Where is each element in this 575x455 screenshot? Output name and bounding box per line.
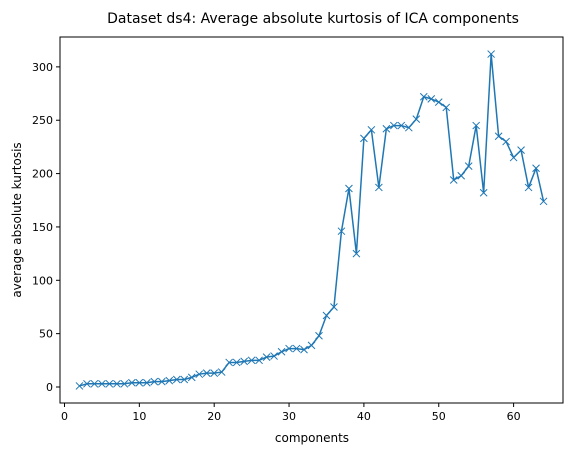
data-point [217, 368, 226, 376]
series-line [79, 53, 545, 387]
data-point [367, 125, 376, 134]
data-point [142, 378, 151, 387]
data-point [449, 176, 458, 184]
y-tick-label: 200 [32, 168, 53, 181]
x-tick-label: 10 [132, 410, 146, 423]
y-tick-label: 300 [32, 61, 53, 74]
data-point [157, 377, 166, 386]
data-point [292, 344, 301, 353]
data-point [300, 345, 308, 354]
data-point [502, 137, 510, 146]
data-point [337, 227, 346, 236]
data-point [457, 171, 466, 180]
data-point [322, 311, 331, 320]
data-point [494, 132, 503, 141]
data-point [232, 358, 241, 367]
data-point [464, 162, 473, 170]
data-point [397, 121, 406, 130]
data-point [524, 183, 533, 192]
data-point [509, 153, 518, 162]
data-point [225, 358, 234, 367]
y-tick-label: 50 [39, 328, 53, 341]
y-tick-label: 100 [32, 274, 53, 287]
data-point [247, 356, 256, 365]
data-point [165, 376, 174, 385]
data-point [202, 369, 211, 377]
data-point [240, 357, 248, 366]
y-tick-label: 150 [32, 221, 53, 234]
data-point [105, 379, 114, 388]
data-point [389, 121, 398, 130]
data-point [487, 50, 495, 58]
data-point [135, 378, 144, 387]
data-point [479, 188, 488, 197]
data-point [539, 197, 548, 206]
data-point [375, 183, 383, 192]
data-point [412, 115, 421, 124]
x-tick-label: 60 [507, 410, 521, 423]
x-tick-label: 20 [207, 410, 221, 423]
data-point [255, 356, 263, 365]
data-point [352, 249, 361, 258]
x-tick-label: 50 [432, 410, 446, 423]
data-point [98, 379, 106, 388]
data-point [345, 184, 353, 193]
data-point [113, 379, 121, 388]
data-point [330, 303, 338, 311]
y-axis-ticks: 0 50 100 150 200 250 300 [32, 61, 60, 394]
data-point [128, 378, 136, 387]
data-point [427, 95, 436, 103]
data-point [434, 98, 443, 106]
data-point [150, 377, 159, 386]
data-point [532, 164, 540, 173]
y-tick-label: 250 [32, 114, 53, 127]
data-point [187, 373, 196, 382]
data-point [210, 369, 219, 377]
plot-area [59, 36, 564, 404]
chart-title: Dataset ds4: Average absolute kurtosis o… [107, 11, 519, 27]
data-point [315, 331, 323, 340]
data-point [404, 123, 413, 132]
y-axis-label: average absolute kurtosis [10, 142, 24, 297]
data-point [442, 103, 451, 112]
data-point [277, 347, 286, 356]
data-point [75, 382, 84, 390]
data-point [419, 92, 428, 101]
data-point [517, 146, 525, 154]
data-point [472, 121, 481, 130]
data-point [360, 134, 368, 143]
data-point [307, 341, 316, 350]
data-point [270, 352, 278, 360]
x-axis-label: components [275, 431, 349, 445]
data-point [180, 375, 189, 384]
series-layer [75, 50, 548, 390]
x-axis-ticks: 0 10 20 30 40 50 60 [61, 403, 521, 423]
data-point [285, 344, 293, 353]
data-point [262, 353, 271, 361]
x-tick-label: 30 [282, 410, 296, 423]
data-point [83, 379, 91, 388]
data-point [382, 124, 391, 133]
y-tick-label: 0 [46, 381, 53, 394]
x-tick-label: 0 [61, 410, 68, 423]
data-point [90, 379, 99, 388]
data-point [195, 370, 204, 379]
axes-frame [59, 36, 564, 404]
data-point [120, 379, 129, 388]
data-point [172, 375, 181, 384]
x-tick-label: 40 [357, 410, 371, 423]
